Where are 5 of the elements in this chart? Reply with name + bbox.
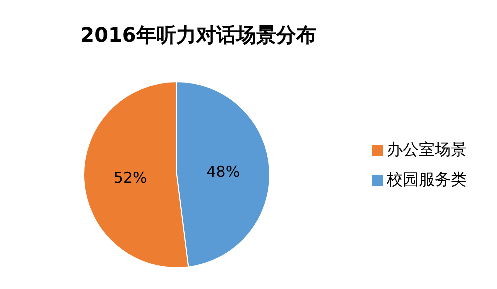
data-label: 52%: [114, 168, 148, 187]
legend-label: 校园服务类: [387, 170, 467, 189]
data-label: 48%: [206, 163, 240, 182]
legend-label: 办公室场景: [387, 140, 467, 159]
chart-title: 2016年听力对话场景分布: [80, 22, 318, 49]
